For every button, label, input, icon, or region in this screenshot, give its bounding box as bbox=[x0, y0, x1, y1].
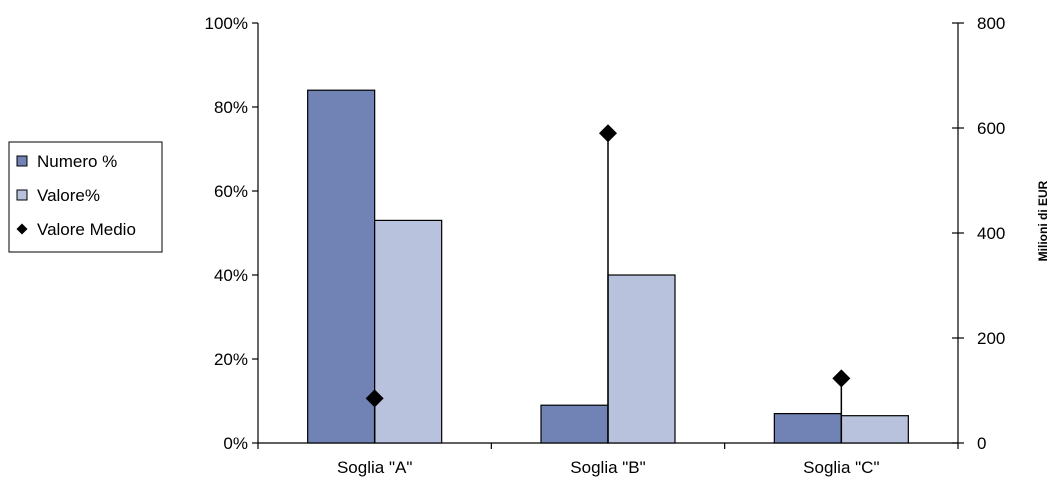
legend-box bbox=[8, 141, 163, 253]
legend-swatch bbox=[16, 155, 28, 167]
bar bbox=[540, 404, 609, 444]
left-axis-tick-label: 0% bbox=[223, 434, 248, 453]
left-axis-tick-label: 100% bbox=[205, 14, 248, 33]
bars bbox=[307, 89, 909, 444]
legend-swatch bbox=[16, 189, 28, 201]
marker-point bbox=[832, 369, 851, 388]
right-axis-tick-label: 400 bbox=[977, 224, 1005, 243]
bar bbox=[840, 415, 909, 444]
right-axis-title: Milioni di EUR bbox=[1036, 180, 1050, 261]
marker-point bbox=[599, 124, 617, 143]
bar bbox=[374, 219, 443, 444]
marker-point bbox=[365, 389, 384, 408]
left-axis-tick-label: 40% bbox=[214, 266, 248, 285]
left-axis: 0% 20% 40% 60% 80% 100% bbox=[205, 14, 259, 453]
right-axis-tick-label: 600 bbox=[977, 119, 1005, 138]
right-axis-tick-label: 200 bbox=[977, 329, 1005, 348]
right-axis: 0 200 400 600 800 bbox=[952, 14, 1005, 453]
x-axis-category-label: Soglia "B" bbox=[570, 458, 645, 477]
bar bbox=[307, 89, 376, 444]
bar bbox=[773, 413, 842, 444]
x-axis-category-label: Soglia "C" bbox=[803, 458, 879, 477]
legend-marker bbox=[16, 223, 28, 235]
legend-label: Valore% bbox=[37, 186, 100, 205]
markers bbox=[365, 124, 851, 443]
right-axis-tick-label: 0 bbox=[977, 434, 986, 453]
left-axis-tick-label: 60% bbox=[214, 182, 248, 201]
x-axis: Soglia "A" Soglia "B" Soglia "C" bbox=[257, 442, 959, 477]
bar bbox=[607, 274, 676, 444]
x-axis-category-label: Soglia "A" bbox=[337, 458, 412, 477]
right-axis-tick-label: 800 bbox=[977, 14, 1005, 33]
legend: Numero % Valore% Valore Medio bbox=[8, 141, 163, 253]
legend-label: Numero % bbox=[37, 152, 117, 171]
left-axis-tick-label: 20% bbox=[214, 350, 248, 369]
left-axis-tick-label: 80% bbox=[214, 98, 248, 117]
legend-label: Valore Medio bbox=[37, 220, 136, 239]
